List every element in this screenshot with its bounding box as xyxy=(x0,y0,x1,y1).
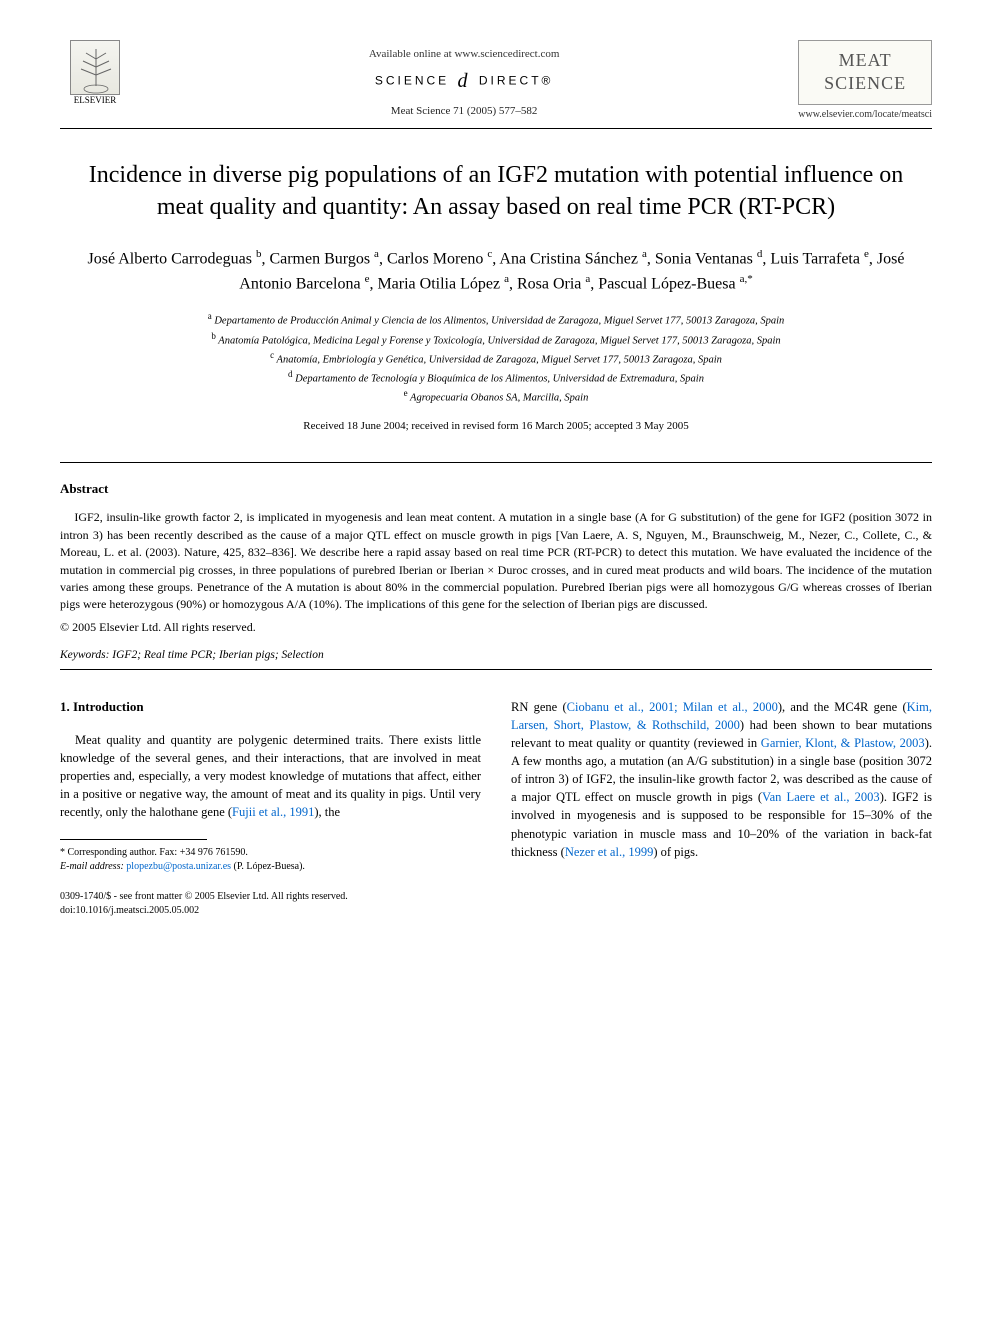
elsevier-label: ELSEVIER xyxy=(74,95,117,105)
journal-name-line1: MEAT xyxy=(813,49,917,72)
elsevier-logo: ELSEVIER xyxy=(60,40,130,120)
journal-cover-box: MEAT SCIENCE xyxy=(798,40,932,105)
keywords-label: Keywords: xyxy=(60,649,109,661)
abstract-bottom-divider xyxy=(60,669,932,670)
email-name: (P. López-Buesa). xyxy=(234,861,305,872)
intro-text-r1: RN gene ( xyxy=(511,700,567,714)
email-label: E-mail address: xyxy=(60,861,124,872)
header-row: ELSEVIER Available online at www.science… xyxy=(60,40,932,120)
abstract-heading: Abstract xyxy=(60,481,932,497)
sd-left: SCIENCE xyxy=(375,74,449,88)
affiliation-line: a Departamento de Producción Animal y Ci… xyxy=(60,310,932,329)
keywords-text: IGF2; Real time PCR; Iberian pigs; Selec… xyxy=(112,649,323,661)
affiliations-list: a Departamento de Producción Animal y Ci… xyxy=(60,310,932,406)
affiliation-line: c Anatomía, Embriología y Genética, Univ… xyxy=(60,349,932,368)
article-title: Incidence in diverse pig populations of … xyxy=(60,159,932,224)
ref-link-ciobanu[interactable]: Ciobanu et al., 2001; Milan et al., 2000 xyxy=(567,700,778,714)
intro-paragraph-right: RN gene (Ciobanu et al., 2001; Milan et … xyxy=(511,698,932,861)
available-online-text: Available online at www.sciencedirect.co… xyxy=(130,48,798,60)
body-columns: 1. Introduction Meat quality and quantit… xyxy=(60,698,932,918)
footnote-separator xyxy=(60,839,207,840)
doi-block: 0309-1740/$ - see front matter © 2005 El… xyxy=(60,890,481,918)
intro-text-r6: ) of pigs. xyxy=(653,845,698,859)
journal-url: www.elsevier.com/locate/meatsci xyxy=(798,109,932,120)
right-column: RN gene (Ciobanu et al., 2001; Milan et … xyxy=(511,698,932,918)
ref-link-vanlaere[interactable]: Van Laere et al., 2003 xyxy=(762,790,880,804)
affiliation-line: e Agropecuaria Obanos SA, Marcilla, Spai… xyxy=(60,387,932,406)
journal-reference: Meat Science 71 (2005) 577–582 xyxy=(130,105,798,117)
affiliation-line: d Departamento de Tecnología y Bioquímic… xyxy=(60,368,932,387)
left-column: 1. Introduction Meat quality and quantit… xyxy=(60,698,481,918)
abstract-top-divider xyxy=(60,462,932,463)
corr-author-line: * Corresponding author. Fax: +34 976 761… xyxy=(60,846,481,860)
corr-email-line: E-mail address: plopezbu@posta.unizar.es… xyxy=(60,860,481,874)
science-direct-logo: SCIENCE d DIRECT® xyxy=(130,70,798,93)
authors-list: José Alberto Carrodeguas b, Carmen Burgo… xyxy=(60,246,932,297)
intro-text-2: ), the xyxy=(314,805,340,819)
intro-text-r2: ), and the MC4R gene ( xyxy=(778,700,907,714)
email-address[interactable]: plopezbu@posta.unizar.es xyxy=(126,861,231,872)
sd-d-icon: d xyxy=(458,70,471,93)
ref-link-fujii[interactable]: Fujii et al., 1991 xyxy=(232,805,314,819)
journal-name-line2: SCIENCE xyxy=(813,72,917,95)
affiliation-line: b Anatomía Patológica, Medicina Legal y … xyxy=(60,330,932,349)
sd-right: DIRECT® xyxy=(479,74,554,88)
corresponding-author-footnote: * Corresponding author. Fax: +34 976 761… xyxy=(60,846,481,874)
intro-heading: 1. Introduction xyxy=(60,698,481,717)
doi-line2: doi:10.1016/j.meatsci.2005.05.002 xyxy=(60,904,481,918)
ref-link-nezer[interactable]: Nezer et al., 1999 xyxy=(565,845,654,859)
center-header: Available online at www.sciencedirect.co… xyxy=(130,40,798,117)
intro-paragraph-left: Meat quality and quantity are polygenic … xyxy=(60,731,481,822)
keywords-line: Keywords: IGF2; Real time PCR; Iberian p… xyxy=(60,649,932,661)
article-dates: Received 18 June 2004; received in revis… xyxy=(60,420,932,432)
elsevier-tree-icon xyxy=(70,40,120,95)
abstract-copyright: © 2005 Elsevier Ltd. All rights reserved… xyxy=(60,620,932,635)
abstract-body: IGF2, insulin-like growth factor 2, is i… xyxy=(60,509,932,613)
ref-link-garnier[interactable]: Garnier, Klont, & Plastow, 2003 xyxy=(761,736,925,750)
doi-line1: 0309-1740/$ - see front matter © 2005 El… xyxy=(60,890,481,904)
header-divider xyxy=(60,128,932,129)
journal-box-container: MEAT SCIENCE www.elsevier.com/locate/mea… xyxy=(798,40,932,120)
